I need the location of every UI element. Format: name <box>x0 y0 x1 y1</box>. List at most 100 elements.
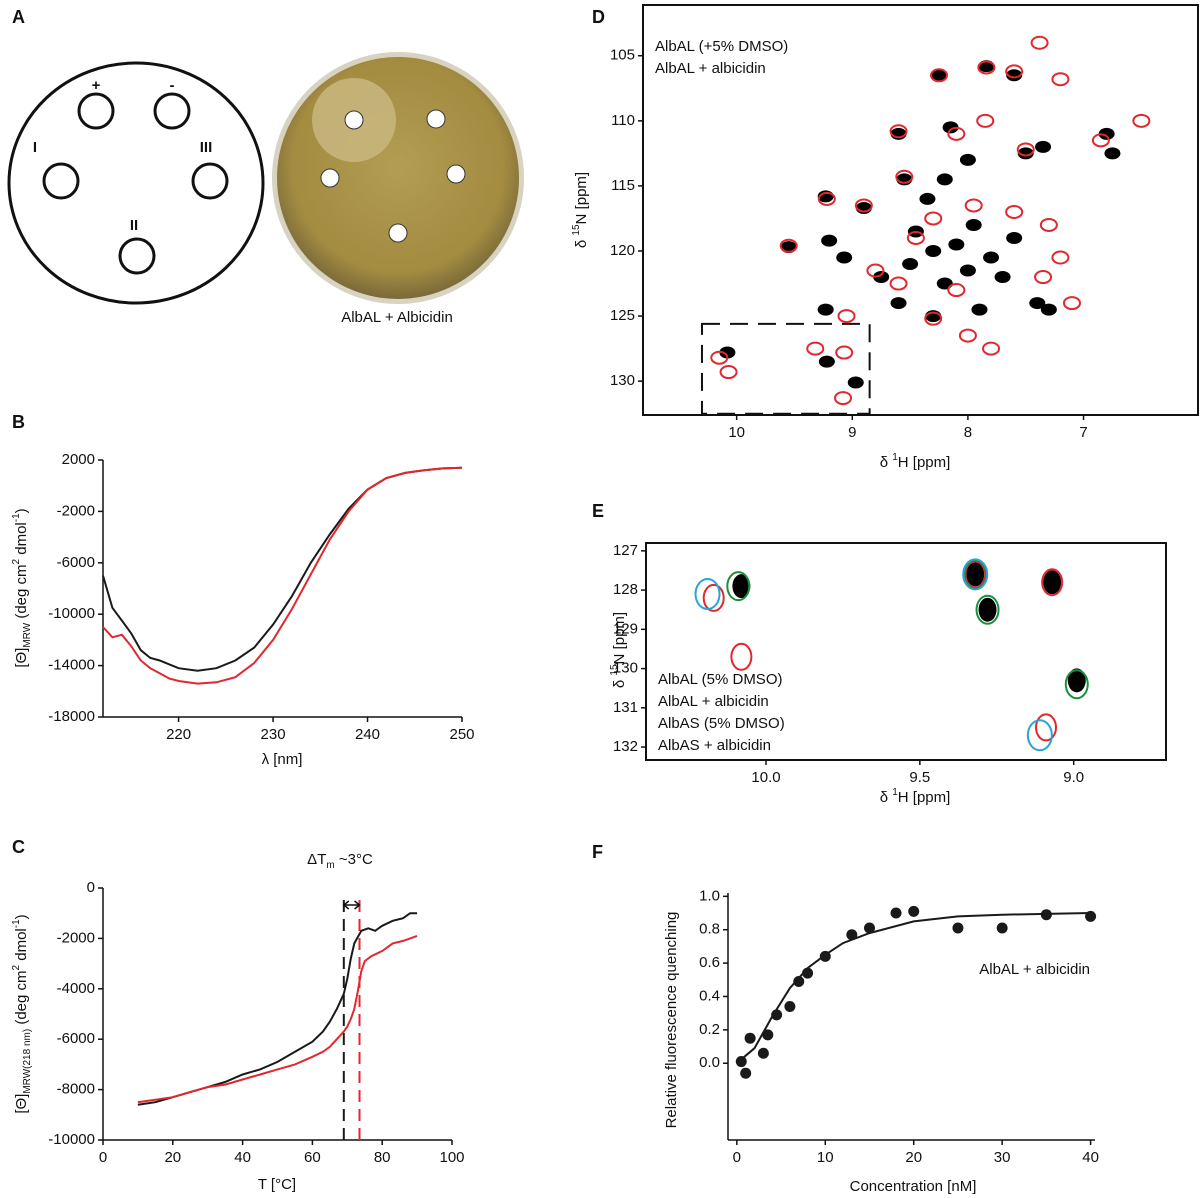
x-tick-label: 240 <box>355 726 380 743</box>
y-axis-label-part: -1 <box>11 919 22 928</box>
x-tick-label: 8 <box>964 424 972 441</box>
peak <box>1029 297 1046 310</box>
y-axis-label-part: MRW <box>22 622 33 647</box>
peak <box>936 173 953 186</box>
panel-label: E <box>592 501 604 521</box>
peak <box>902 258 919 271</box>
peak <box>730 642 753 671</box>
annotation: ΔTm ~3°C <box>307 851 373 871</box>
peak <box>958 328 977 343</box>
x-axis-label-part: 1 <box>892 452 898 463</box>
peak <box>836 251 853 264</box>
peak <box>942 121 959 134</box>
peak <box>890 297 907 310</box>
x-tick-label: 40 <box>1082 1149 1099 1166</box>
peak <box>959 264 976 277</box>
y-axis-label: Relative fluorescence quenching <box>663 912 680 1129</box>
series-line <box>137 912 418 1106</box>
peak <box>735 1056 747 1068</box>
peak <box>947 283 966 298</box>
peak <box>1030 35 1049 50</box>
peak <box>732 574 751 599</box>
x-tick-label: 250 <box>449 726 474 743</box>
y-tick-label: 2000 <box>62 451 95 468</box>
peak <box>936 277 953 290</box>
peak <box>930 68 948 83</box>
y-axis-label: [Θ]MRW(218 nm) (deg cm2 dmol-1) <box>11 914 33 1113</box>
panel-label: D <box>592 7 605 27</box>
peak <box>977 60 996 75</box>
x-tick-label: 9 <box>848 424 856 441</box>
y-axis-label-part: dmol <box>13 522 30 559</box>
x-axis-label-part: H [ppm] <box>898 789 951 806</box>
y-tick-label: 0.0 <box>699 1054 720 1071</box>
peak <box>719 346 736 359</box>
series-line <box>102 466 463 672</box>
peak <box>1098 127 1115 140</box>
x-axis-label: Concentration [nM] <box>850 1178 977 1195</box>
plot-frame <box>642 4 1199 416</box>
y-tick-label: 105 <box>610 47 635 64</box>
peak <box>1064 669 1089 700</box>
x-tick-label: 10 <box>817 1149 834 1166</box>
peak <box>835 345 854 360</box>
delta-arrow <box>342 900 361 910</box>
x-tick-label: 30 <box>994 1149 1011 1166</box>
y-tick-label: 0.8 <box>699 921 720 938</box>
x-axis-label-part: δ <box>880 454 893 471</box>
peak <box>1005 64 1024 79</box>
zoom-box <box>700 322 871 415</box>
series-line <box>736 912 1091 1064</box>
y-tick-label: 0 <box>87 879 95 896</box>
y-axis-label-part: MRW(218 nm) <box>22 1029 33 1094</box>
legend-entry: AlbAL (+5% DMSO) <box>655 38 788 55</box>
peak <box>1017 147 1034 160</box>
peak <box>784 1000 796 1012</box>
peak <box>694 578 721 611</box>
legend-entry: AlbAL (5% DMSO) <box>658 671 782 688</box>
y-axis-label: δ 15N [ppm] <box>571 172 590 248</box>
y-tick-label: 0.6 <box>699 954 720 971</box>
peak <box>757 1047 769 1059</box>
peak <box>889 276 908 291</box>
panel-label: C <box>12 837 25 857</box>
peak <box>806 341 825 356</box>
annotation: AlbAL + albicidin <box>979 961 1090 978</box>
annotation-part: m <box>326 860 334 871</box>
x-tick-label: 80 <box>374 1149 391 1166</box>
x-tick-label: 40 <box>234 1149 251 1166</box>
peak <box>1040 303 1057 316</box>
y-tick-label: -14000 <box>48 657 95 674</box>
peak <box>1051 250 1070 265</box>
peak <box>959 153 976 166</box>
x-axis-label-part: T [°C] <box>258 1176 296 1193</box>
y-axis-label-part: δ <box>573 236 590 249</box>
peak <box>971 303 988 316</box>
y-tick-label: -2000 <box>57 929 95 946</box>
peak <box>996 922 1008 934</box>
y-axis-label: δ 15N [ppm] <box>609 612 628 688</box>
x-tick-label: 60 <box>304 1149 321 1166</box>
y-axis-label-part: 15 <box>609 664 620 676</box>
annotation-part: AlbAL + albicidin <box>979 961 1090 978</box>
peak <box>908 905 920 917</box>
y-axis-label: [Θ]MRW (deg cm2 dmol-1) <box>11 508 33 667</box>
peak <box>1039 217 1058 232</box>
peak <box>965 218 982 231</box>
peak <box>983 251 1000 264</box>
x-axis-label: δ 1H [ppm] <box>880 787 951 806</box>
y-tick-label: -10000 <box>48 1131 95 1148</box>
y-axis-label-part: 2 <box>11 964 22 970</box>
peak <box>947 126 966 141</box>
y-tick-label: 128 <box>613 581 638 598</box>
x-tick-label: 10.0 <box>751 769 780 786</box>
y-axis-label-part: [Θ] <box>13 648 30 668</box>
peak <box>740 1067 752 1079</box>
peak <box>834 391 853 406</box>
plot-frame <box>645 542 1167 761</box>
y-tick-label: 0.2 <box>699 1021 720 1038</box>
peak <box>1035 713 1057 742</box>
y-tick-label: -6000 <box>57 1030 95 1047</box>
y-tick-label: 130 <box>613 660 638 677</box>
y-tick-label: -4000 <box>57 980 95 997</box>
